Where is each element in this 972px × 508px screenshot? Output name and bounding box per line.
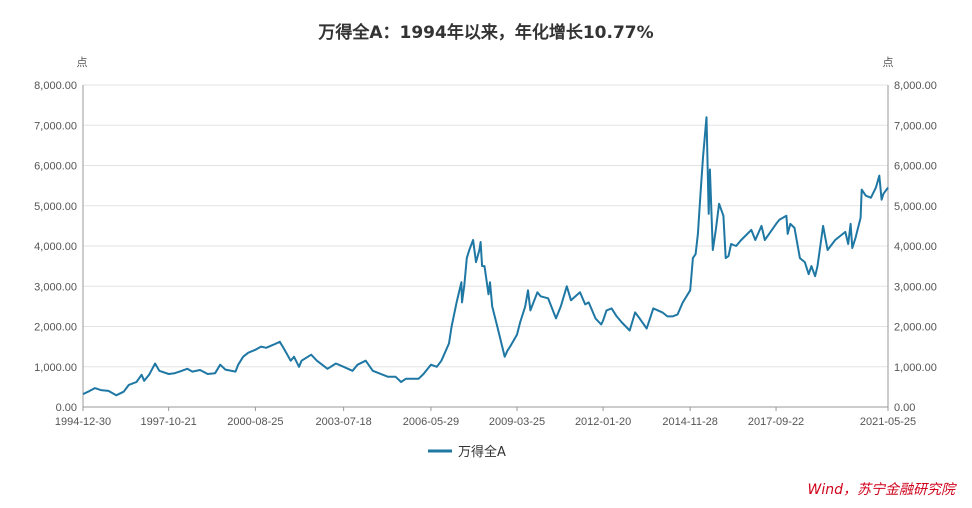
y-tick-label-right: 2,000.00 xyxy=(894,322,937,334)
x-tick-label: 1997-10-21 xyxy=(141,416,197,428)
x-tick-label: 2003-07-18 xyxy=(315,416,371,428)
x-tick-label: 2009-03-25 xyxy=(489,416,545,428)
x-tick-label: 2006-05-29 xyxy=(403,416,459,428)
y-tick-label-right: 8,000.00 xyxy=(894,80,937,92)
right-y-tick-labels: 0.00 1,000.00 2,000.00 3,000.00 4,000.00 5,00… xyxy=(894,80,937,414)
left-y-axis-unit: 点 xyxy=(77,56,88,69)
y-tick-label-right: 3,000.00 xyxy=(894,281,937,293)
legend-label: 万得全A xyxy=(458,444,506,460)
y-tick-label-right: 4,000.00 xyxy=(894,241,937,253)
grid-lines xyxy=(83,84,888,368)
y-tick-label-left: 5,000.00 xyxy=(34,201,77,213)
y-tick-label-left: 6,000.00 xyxy=(34,161,77,173)
series-line xyxy=(82,116,889,397)
y-tick-label-right: 1,000.00 xyxy=(894,362,937,374)
chart-title: 万得全A：1994年以来，年化增长10.77% xyxy=(317,22,653,43)
y-tick-label-left: 8,000.00 xyxy=(34,80,77,92)
y-tick-label-left: 2,000.00 xyxy=(34,322,77,334)
y-tick-label-right: 7,000.00 xyxy=(894,120,937,132)
x-tick-label: 2014-11-28 xyxy=(662,416,717,428)
y-tick-label-right: 0.00 xyxy=(894,402,915,414)
left-y-tick-labels: 0.00 1,000.00 2,000.00 3,000.00 4,000.00 5,00… xyxy=(34,80,77,414)
series-group xyxy=(82,116,889,397)
y-tick-label-left: 3,000.00 xyxy=(34,281,77,293)
y-tick-label-left: 0.00 xyxy=(56,402,77,414)
y-tick-label-right: 6,000.00 xyxy=(894,161,937,173)
x-tick-label: 2021-05-25 xyxy=(860,416,916,428)
y-tick-label-left: 1,000.00 xyxy=(34,362,77,374)
x-tick-label: 1994-12-30 xyxy=(55,416,111,428)
x-tick-label: 2012-01-20 xyxy=(575,416,631,428)
y-tick-label-right: 5,000.00 xyxy=(894,201,937,213)
right-y-axis-unit: 点 xyxy=(883,56,894,69)
y-tick-label-left: 7,000.00 xyxy=(34,120,77,132)
y-tick-label-left: 4,000.00 xyxy=(34,241,77,253)
axes xyxy=(82,85,889,408)
x-tick-labels: 1994-12-30 1997-10-21 2000-08-25 2003-07-18… xyxy=(55,407,916,428)
legend[interactable]: 万得全A xyxy=(428,444,506,460)
x-tick-label: 2000-08-25 xyxy=(227,416,283,428)
source-note: Wind，苏宁金融研究院 xyxy=(808,482,957,498)
x-tick-label: 2017-09-22 xyxy=(748,416,804,428)
